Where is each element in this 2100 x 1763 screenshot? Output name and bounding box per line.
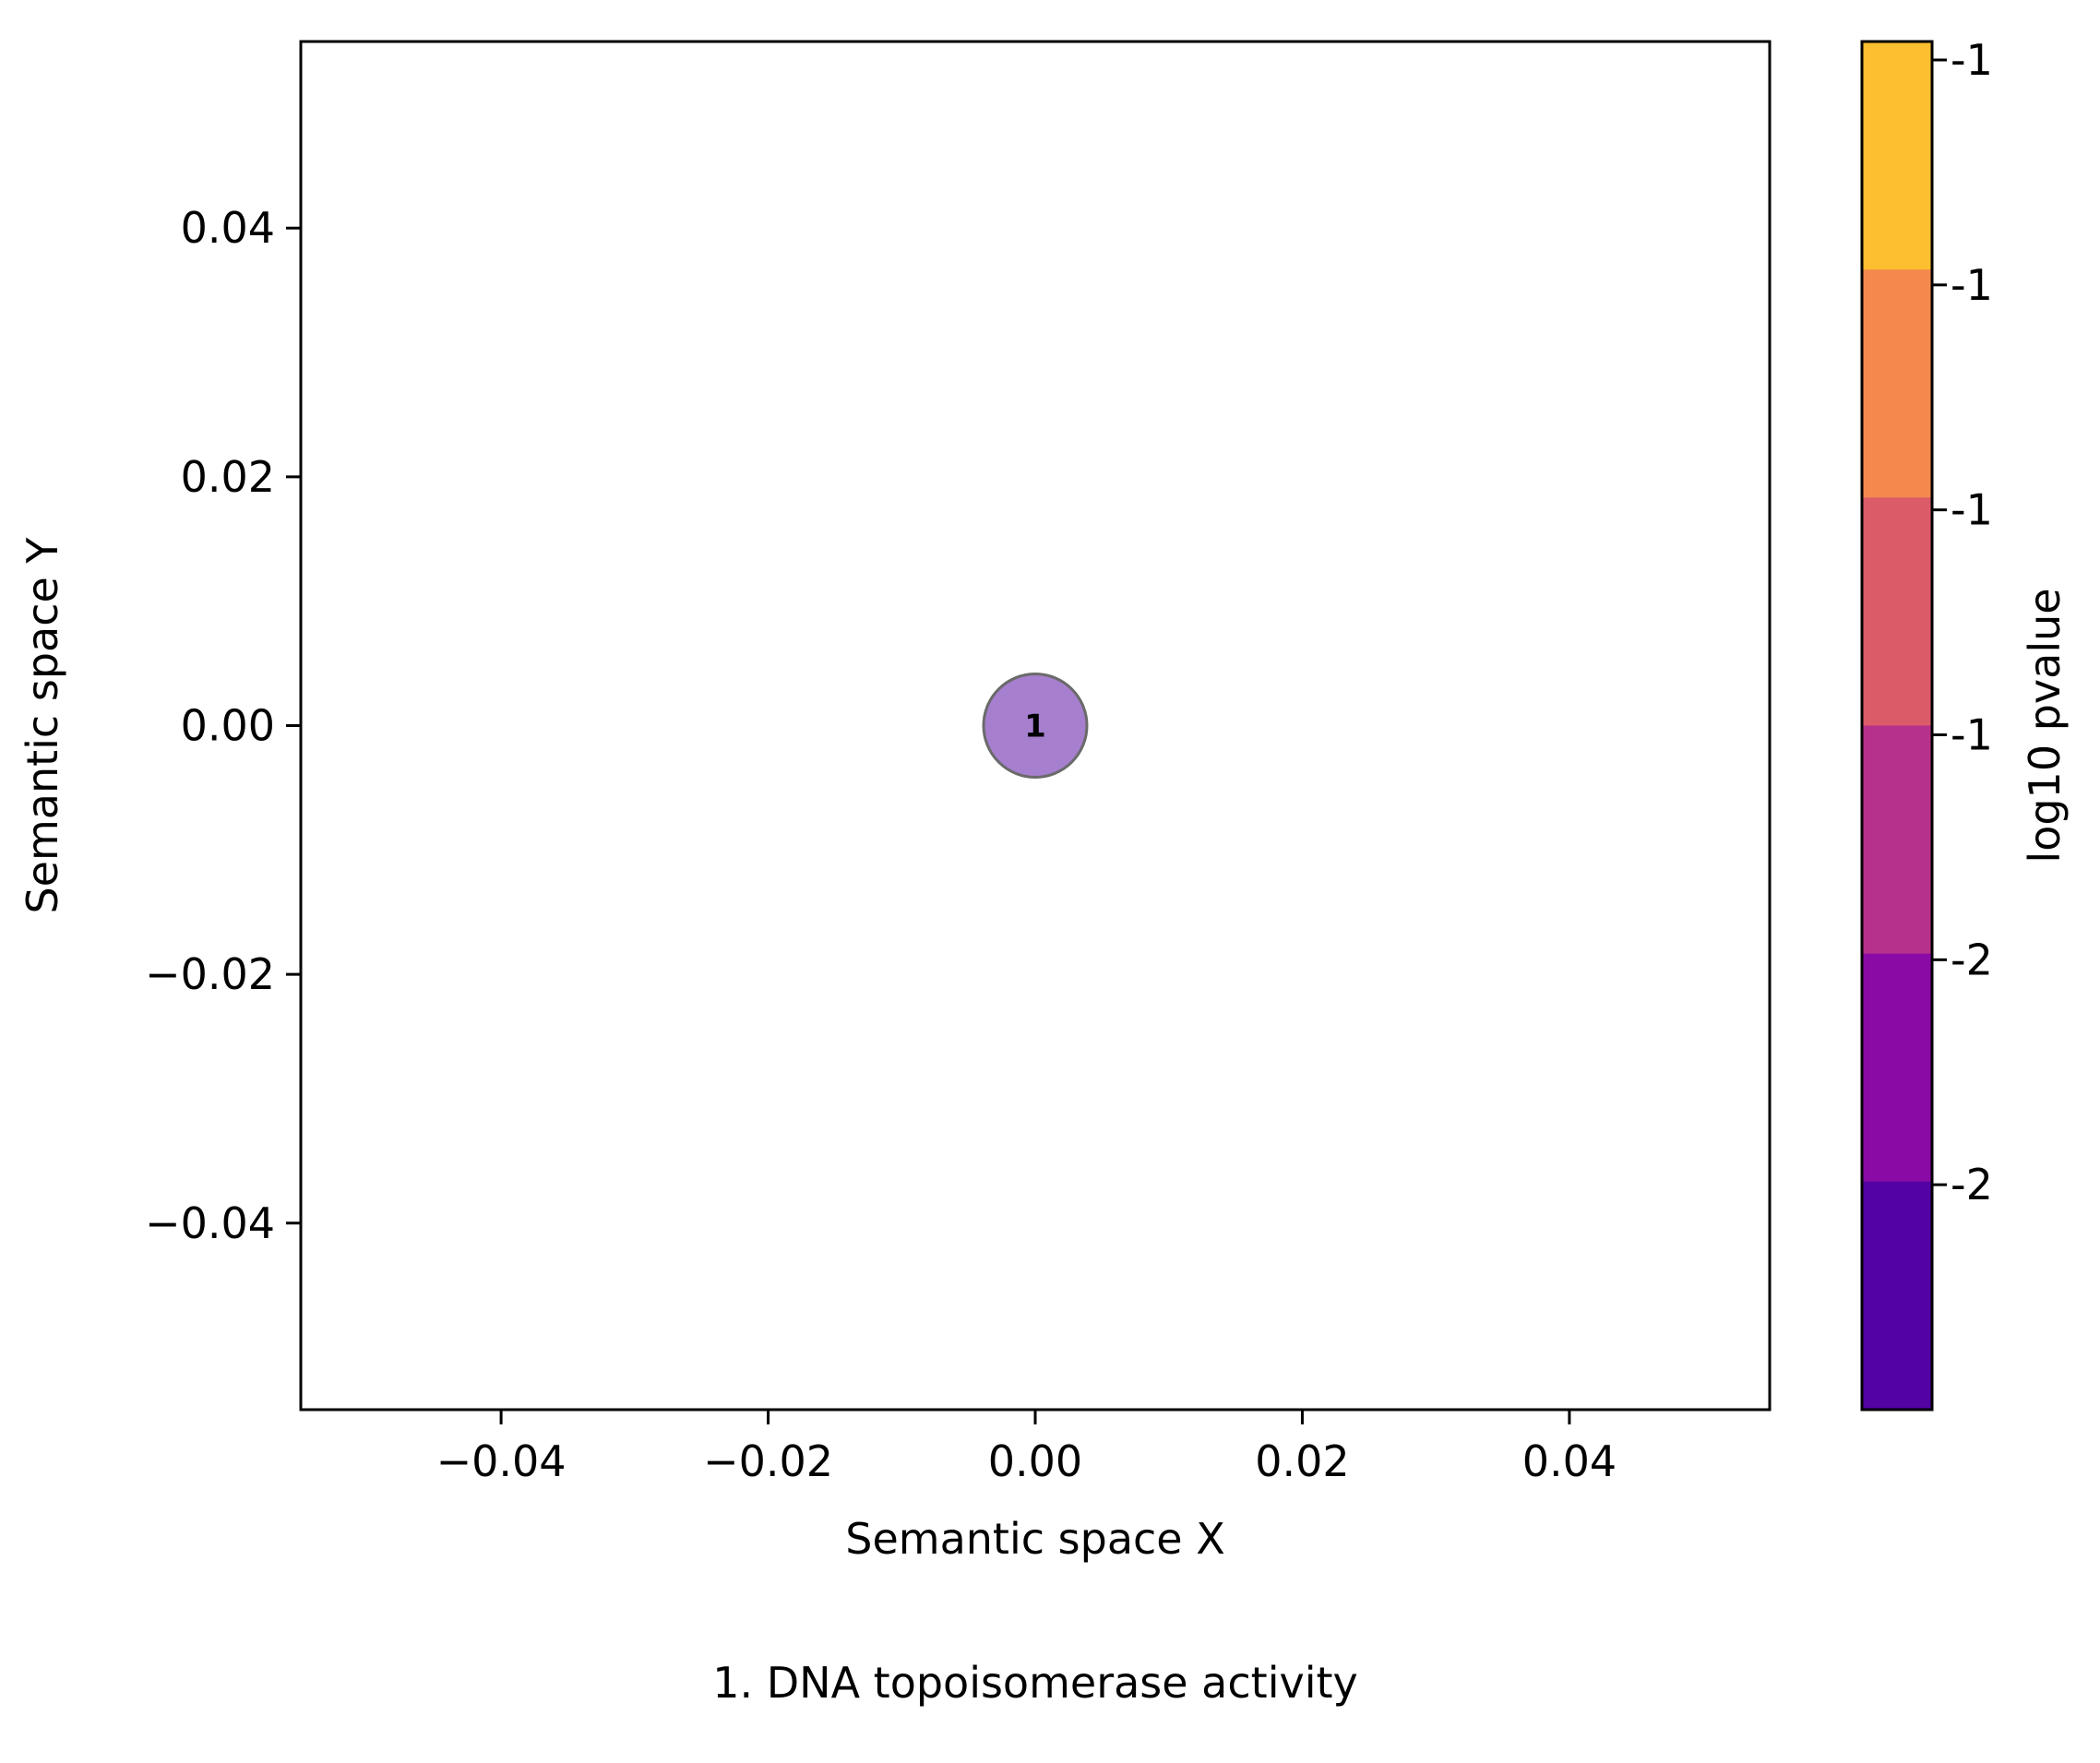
colorbar-tick-label: -1 [1951,485,1993,535]
x-tick-label: −0.02 [703,1436,833,1486]
y-axis-title: Semantic space Y [18,537,67,914]
data-points: 1 [982,673,1089,779]
x-tick-label: 0.02 [1255,1436,1349,1486]
y-tick-label: −0.04 [145,1198,275,1248]
colorbar-frame [1860,40,1934,1412]
colorbar-title: log10 pvalue [2020,588,2070,863]
colorbar-tick-label: -1 [1951,260,1993,310]
x-tick-label: 0.04 [1522,1436,1617,1486]
colorbar-tick-label: -1 [1951,710,1993,760]
x-tick-label: 0.00 [988,1436,1082,1486]
data-point [982,673,1089,779]
y-tick-label: 0.04 [181,203,275,253]
colorbar-segment [1862,497,1932,726]
colorbar-segment [1862,269,1932,498]
colorbar-segment [1862,725,1932,955]
legend-caption: 1. DNA topoisomerase activity [712,1658,1358,1708]
plot-frame [299,40,1772,1412]
colorbar-segment [1862,42,1932,270]
y-tick-label: 0.00 [181,701,275,751]
colorbar-tick-label: -1 [1951,35,1993,85]
x-axis-title: Semantic space X [845,1514,1224,1564]
x-axis-ticks: −0.04 −0.02 0.00 0.02 0.04 [436,1410,1617,1486]
y-tick-label: 0.02 [181,452,275,502]
data-point-label: 1 [1024,709,1046,745]
y-tick-label: −0.02 [145,949,275,999]
colorbar-segment [1862,1181,1932,1411]
colorbar-tick-label: -2 [1951,1160,1993,1209]
colorbar-tick-label: -2 [1951,935,1993,984]
colorbar-segment [1862,953,1932,1183]
y-axis-ticks: 0.04 0.02 0.00 −0.02 −0.04 [145,203,301,1248]
x-tick-label: −0.04 [436,1436,567,1486]
colorbar: -1 -1 -1 -1 -2 -2 [1860,35,1993,1412]
